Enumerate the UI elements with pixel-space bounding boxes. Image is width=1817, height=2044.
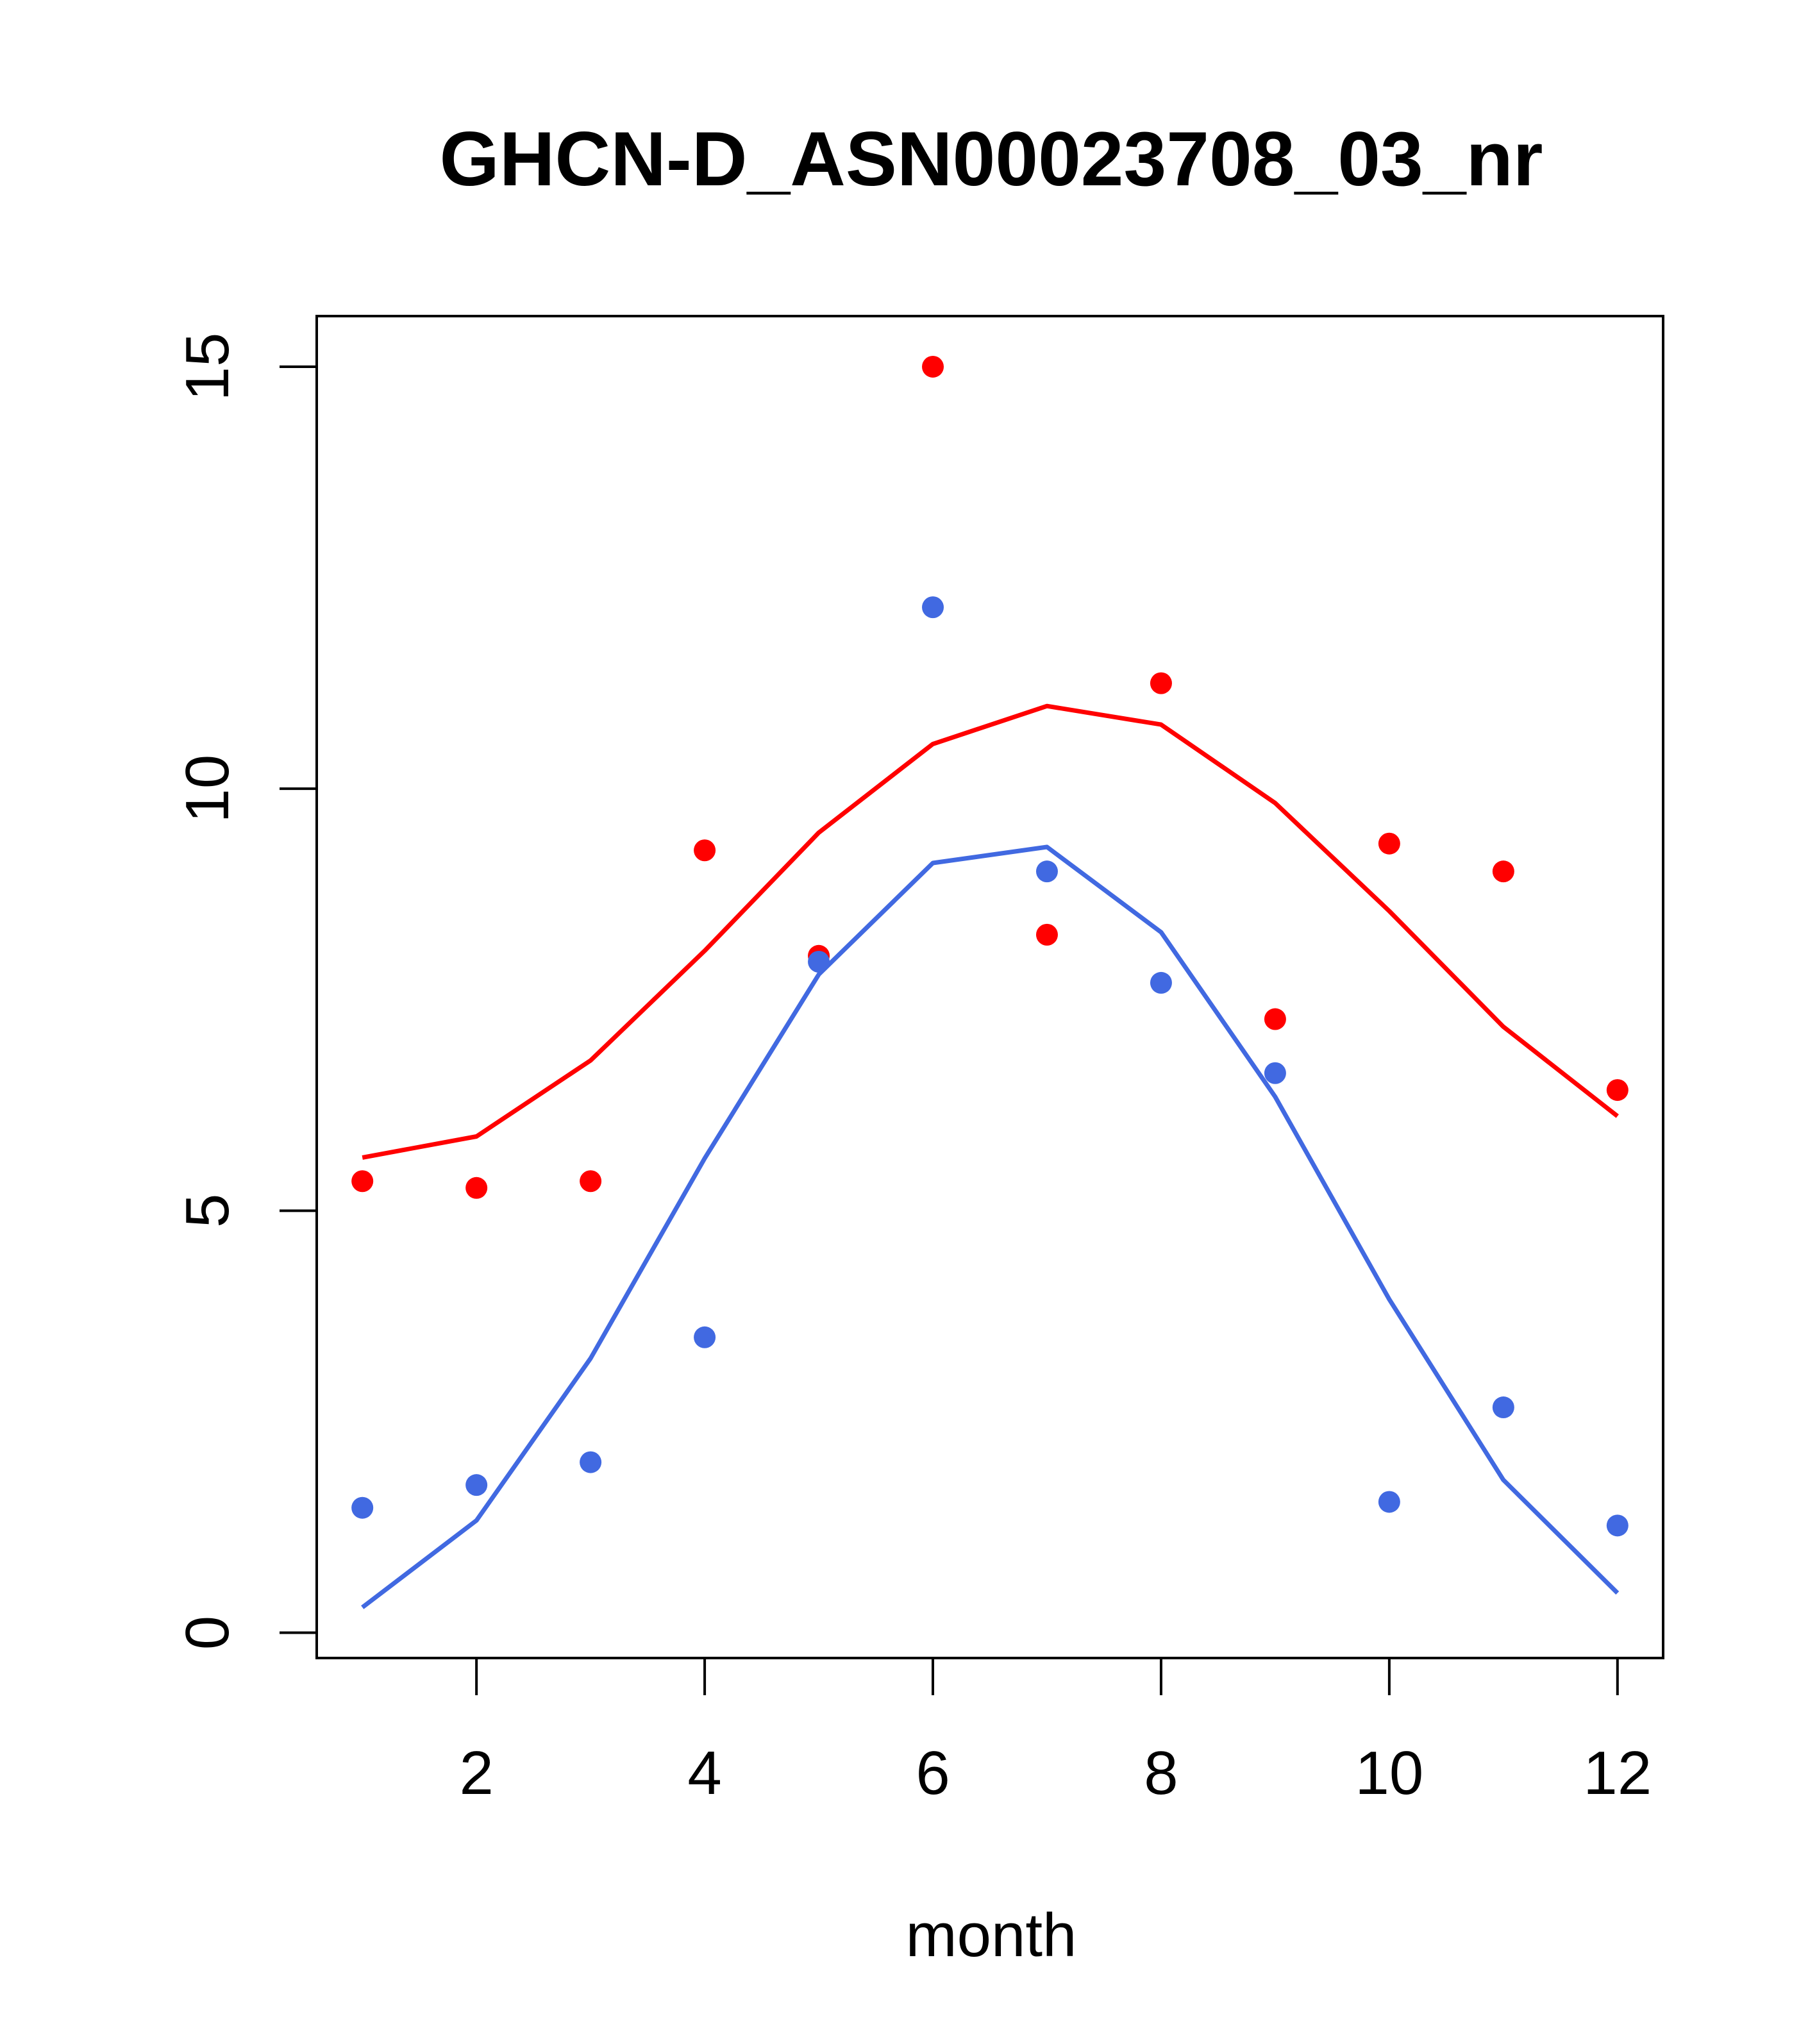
x-tick-label: 2 xyxy=(459,1739,493,1807)
series-0-point xyxy=(922,355,944,378)
series-1-line xyxy=(361,844,1620,1609)
series-1-point xyxy=(1606,1514,1629,1537)
series-0-line xyxy=(362,703,1619,1160)
series-1-point xyxy=(1150,971,1172,994)
series-0-point xyxy=(1378,832,1400,855)
series-1-point xyxy=(351,1496,374,1519)
series-0-point xyxy=(1150,672,1172,694)
x-tick-label: 4 xyxy=(687,1739,721,1807)
y-tick-label: 15 xyxy=(173,333,242,401)
series-0-point xyxy=(1035,923,1058,946)
series-0-point xyxy=(694,839,716,862)
series-layer xyxy=(351,355,1629,1609)
series-1-point xyxy=(1264,1062,1286,1084)
x-tick-label: 10 xyxy=(1355,1739,1423,1807)
y-tick-label: 5 xyxy=(173,1194,242,1228)
x-tick-label: 8 xyxy=(1144,1739,1178,1807)
series-0-point xyxy=(1264,1008,1286,1030)
series-1-point xyxy=(1035,860,1058,883)
series-0-point xyxy=(465,1177,488,1199)
series-1-point xyxy=(808,951,830,973)
series-0-point xyxy=(1606,1079,1629,1102)
x-axis: 2 4 6 8 10 12 xyxy=(459,1657,1652,1807)
y-tick-label: 10 xyxy=(173,755,242,823)
series-1-point xyxy=(1492,1396,1514,1419)
y-tick-label: 0 xyxy=(173,1616,242,1650)
series-1-point xyxy=(580,1451,602,1473)
x-axis-label: month xyxy=(906,1901,1077,1970)
x-tick-label: 12 xyxy=(1583,1739,1652,1807)
series-1-point xyxy=(694,1326,716,1348)
chart-title: GHCN-D_ASN00023708_03_nr xyxy=(440,116,1543,202)
series-1-point xyxy=(922,596,944,619)
series-0-point xyxy=(580,1170,602,1193)
y-axis: 0 5 10 15 xyxy=(173,333,318,1650)
series-1-point xyxy=(1378,1491,1400,1513)
x-tick-label: 6 xyxy=(916,1739,950,1807)
series-1-point xyxy=(465,1474,488,1496)
series-0-point xyxy=(351,1170,374,1193)
series-0-point xyxy=(1492,860,1514,883)
